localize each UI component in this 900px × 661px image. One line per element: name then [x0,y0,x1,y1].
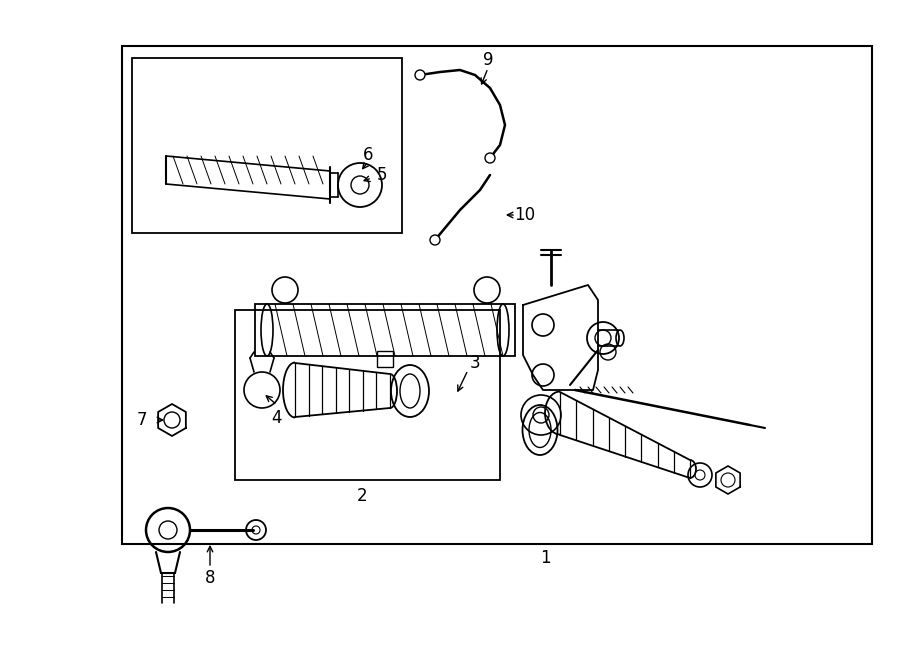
Text: 3: 3 [470,354,481,372]
Circle shape [485,153,495,163]
Bar [235,310,500,480]
Text: 10: 10 [515,206,536,224]
Bar [377,351,393,367]
Text: 7: 7 [137,411,148,429]
Polygon shape [523,285,598,390]
Text: 5: 5 [377,166,387,184]
Text: 2: 2 [356,487,367,505]
Text: 9: 9 [482,51,493,69]
Circle shape [430,235,440,245]
Circle shape [415,70,425,80]
Text: 8: 8 [205,569,215,587]
Text: 6: 6 [363,146,374,164]
Bar [255,304,515,356]
Text: 1: 1 [540,549,550,567]
Bar [122,46,872,544]
Bar [132,58,402,233]
Text: 4: 4 [272,409,283,427]
